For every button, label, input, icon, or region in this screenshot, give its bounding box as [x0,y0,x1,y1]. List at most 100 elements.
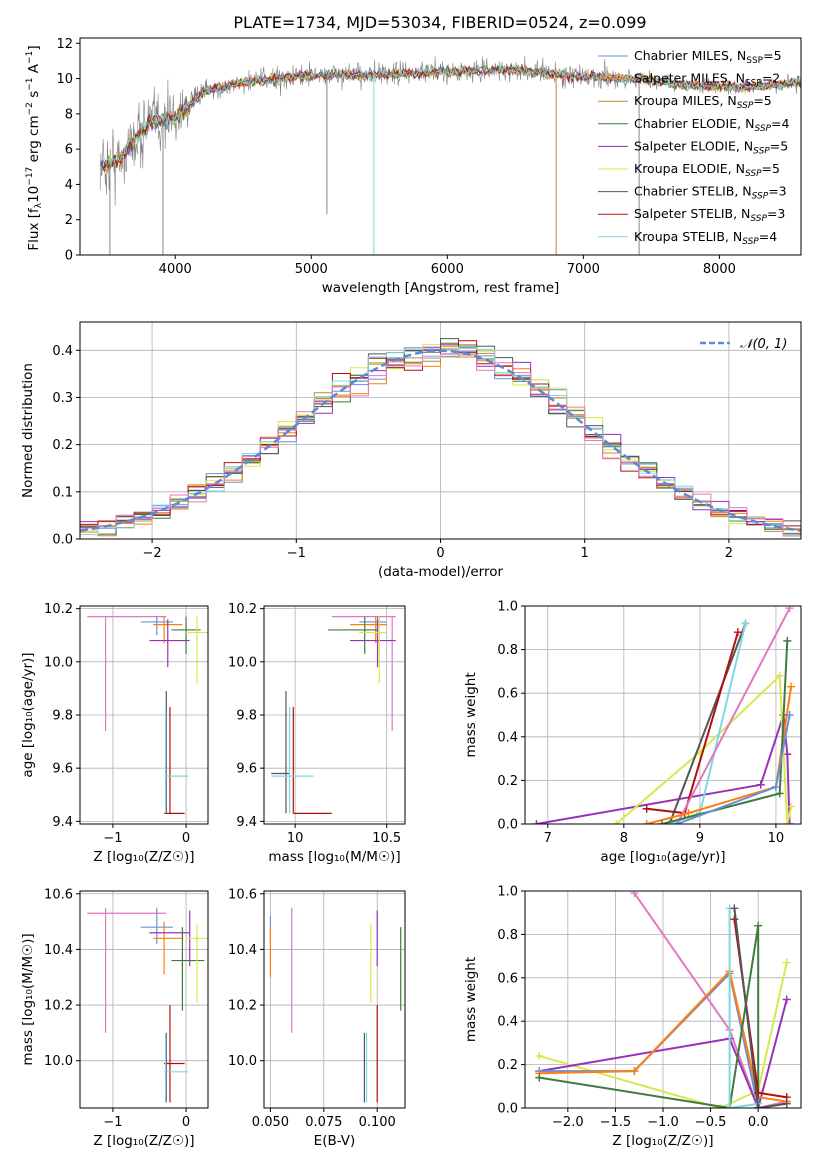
weight-line-chabrier-stelib [668,623,747,824]
weight-marker [630,891,639,898]
weight-marker [785,711,794,719]
x-axis-label: age [log₁₀(age/yr)] [600,849,725,865]
y-tick-label: 10.4 [44,943,73,958]
weight-marker [535,1073,544,1082]
y-tick-label: 10.2 [44,602,73,617]
x-axis-label: (data-model)/error [378,564,504,580]
x-axis-label: Z [log₁₀(Z/Z☉)] [93,849,194,865]
spectrum-plot [99,55,801,255]
x-tick-label: 8 [620,831,628,846]
y-tick-label: 9.6 [52,762,73,777]
x-tick-label: 0.0 [748,1115,769,1130]
y-tick-label: 9.4 [236,815,257,830]
y-tick-label: 9.6 [236,762,257,777]
y-tick-label: 10.2 [44,999,73,1014]
legend-label: 𝒩(0, 1) [740,337,787,352]
x-tick-label: −1.0 [647,1115,679,1130]
x-tick-label: 2 [725,546,733,561]
y-tick-label: 4 [65,178,73,193]
x-tick-label: 4000 [159,262,192,277]
weight-vs-age-axes: 7 8 9 10 0.0 0.2 0.4 0.6 0.8 1.0 age [log₁₀(age/yr… [463,600,802,865]
legend-label: Salpeter ELODIE, NSSP=5 [634,138,788,156]
y-tick-label: 10.2 [228,602,257,617]
age-vs-mass-axes: 10 10.5 9.4 9.6 9.8 10.0 10.2 mass [log₁₀(M/M☉)… [228,602,406,865]
y-tick-label: 0.4 [497,1015,518,1030]
x-tick-label: 1 [581,546,589,561]
y-axis-label: mass [log₁₀(M/M☉)] [20,933,36,1065]
weight-marker [535,1051,544,1060]
weight-marker [733,628,742,637]
legend-label: Chabrier ELODIE, NSSP=4 [634,116,789,134]
hist-step-pink [80,353,801,536]
weight-marker [673,820,682,824]
weight-line-chabrier-miles [676,714,791,824]
residuals-axes: −2 −1 0 1 2 0.0 0.1 0.2 0.3 0.4 (data-model)/error… [20,321,802,580]
weight-marker [787,682,796,691]
legend-label: Chabrier MILES, NSSP=5 [634,48,782,66]
y-tick-label: 10.4 [228,943,257,958]
x-tick-label: 0 [436,546,444,561]
axes-frame [524,605,802,825]
weight-marker [642,804,651,813]
weight-vs-Z-axes: −2.0 −1.5 −1.0 −0.5 0.0 0.0 0.2 0.4 0.6 0.8 1.0 Z [… [463,885,802,1149]
x-axis-label: wavelength [Angstrom, rest frame] [322,280,560,296]
x-tick-label: 0.050 [252,1115,289,1130]
x-tick-label: 10 [768,831,785,846]
y-axis-label: age [log₁₀(age/yr)] [20,652,36,777]
weight-vs-age-plot [532,606,796,824]
weight-line-kroupa-stelib [728,908,759,1108]
x-tick-label: 0 [182,1115,190,1130]
weight-marker [612,820,621,824]
y-tick-label: 0.4 [497,730,518,745]
y-tick-label: 10.6 [44,887,73,902]
x-tick-label: −2 [143,546,162,561]
y-tick-label: 0 [65,249,73,264]
y-tick-label: 10.0 [228,655,257,670]
y-tick-label: 6 [65,143,73,158]
y-tick-label: 10.0 [44,655,73,670]
axes-frame [524,890,802,1109]
weight-marker [783,820,792,824]
axes-frame [79,37,802,256]
weight-marker [771,782,780,791]
x-tick-label: 0.075 [305,1115,342,1130]
weight-marker [657,820,666,824]
y-tick-label: 1.0 [497,600,518,615]
weight-marker [716,1104,725,1108]
x-tick-label: 8000 [703,262,736,277]
y-tick-label: 9.4 [52,815,73,830]
charts-group: 4000 5000 6000 7000 8000024681012wavelength … [20,37,802,1149]
legend-label: Chabrier STELIB, NSSP=3 [634,184,787,202]
x-tick-label: 0 [182,831,190,846]
y-tick-label: 0.8 [497,928,518,943]
y-tick-label: 10.2 [228,999,257,1014]
weight-marker [785,606,794,613]
y-tick-label: 10.6 [228,887,257,902]
weight-marker [756,780,765,789]
y-tick-label: 10.0 [228,1054,257,1069]
weight-line-chabrier-elodie [539,925,760,1108]
spectrum-model-kroupa-stelib [105,65,801,165]
legend-label: Kroupa ELODIE, NSSP=5 [634,161,780,179]
axes-frame [263,605,406,825]
y-tick-label: 10 [56,72,73,87]
y-tick-label: 0.2 [497,774,518,789]
age-vs-mass-plot [271,616,396,814]
x-tick-label: 10.5 [372,831,401,846]
y-tick-label: 8 [65,107,73,122]
weight-marker [630,1067,639,1076]
x-tick-label: −1.5 [600,1115,632,1130]
y-tick-label: 9.8 [52,709,73,724]
y-tick-label: 0.2 [497,1058,518,1073]
y-axis-label: Normed distribution [20,363,36,498]
y-tick-label: 0.3 [52,391,73,406]
mass-vs-ebv-axes: 0.050 0.075 0.100 10.0 10.2 10.4 10.6 E(B-V) [228,887,406,1149]
age-vs-Z-plot [87,616,208,814]
weight-marker [782,958,791,967]
normal-curve [80,349,801,532]
axes-frame [79,321,802,540]
axes-frame [79,605,209,825]
legend: Chabrier MILES, NSSP=5 Salpeter MILES, NS… [598,48,789,247]
weight-marker [785,820,794,824]
y-tick-label: 0.1 [52,485,73,500]
